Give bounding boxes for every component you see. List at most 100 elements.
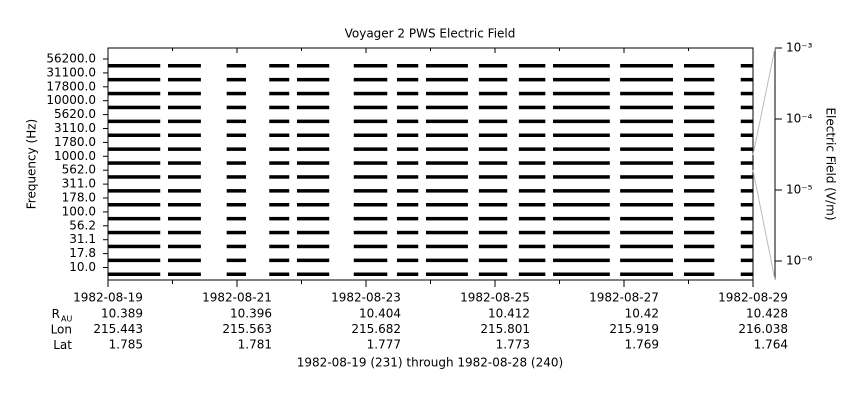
data-strip — [296, 119, 330, 124]
scale-connector — [752, 169, 776, 281]
data-strip — [425, 147, 468, 151]
data-strip — [620, 216, 674, 221]
y-tick-label: 562.0 — [62, 163, 96, 177]
data-strip — [226, 133, 247, 137]
data-strip — [518, 77, 546, 82]
data-strip — [108, 91, 161, 96]
data-strip — [167, 203, 201, 207]
data-strip — [683, 147, 715, 151]
y-tick-label: 10.0 — [69, 260, 96, 274]
data-strip — [167, 77, 201, 82]
data-strip — [620, 77, 674, 82]
data-strip — [683, 189, 715, 193]
data-strip — [740, 189, 753, 193]
data-strip — [553, 175, 610, 179]
data-strip — [553, 119, 610, 124]
data-strip — [296, 147, 330, 151]
data-strip — [269, 64, 290, 68]
data-strip — [425, 77, 468, 82]
data-strip — [740, 133, 753, 137]
x-axis-label: 1982-08-19 (231) through 1982-08-28 (240… — [297, 356, 563, 370]
data-strip — [478, 189, 508, 193]
y2-tick-label: 10⁻⁵ — [786, 182, 813, 196]
data-strip — [478, 244, 508, 249]
data-strip — [396, 244, 419, 249]
data-strip — [167, 272, 201, 276]
data-strip — [396, 203, 419, 207]
data-strip — [226, 161, 247, 165]
data-strip — [167, 119, 201, 124]
ephemeris-value: 10.389 — [101, 307, 143, 321]
data-strip — [518, 133, 546, 137]
ephemeris-label-text: R — [52, 307, 60, 321]
ephemeris-value: 215.919 — [609, 322, 659, 336]
data-strip — [478, 203, 508, 207]
data-strip — [518, 203, 546, 207]
data-strip — [740, 230, 753, 235]
data-strip — [478, 133, 508, 137]
ephemeris-value: 1.764 — [754, 338, 788, 352]
data-strip — [296, 258, 330, 263]
data-strip — [167, 189, 201, 193]
data-strip — [396, 105, 419, 110]
ephemeris-label-sub: AU — [61, 315, 72, 324]
data-strip — [518, 189, 546, 193]
data-strip — [108, 133, 161, 137]
data-strip — [478, 161, 508, 165]
data-strip — [396, 258, 419, 263]
data-strip — [396, 216, 419, 221]
data-strip — [478, 91, 508, 96]
data-strip — [108, 203, 161, 207]
data-strip — [620, 175, 674, 179]
data-strip — [740, 147, 753, 151]
data-strip — [553, 77, 610, 82]
y2-tick-label: 10⁻³ — [786, 41, 813, 55]
data-strip — [740, 161, 753, 165]
data-strip — [553, 216, 610, 221]
data-strip — [518, 105, 546, 110]
ephemeris-value: 215.443 — [93, 322, 143, 336]
data-strip — [226, 64, 247, 68]
data-strip — [478, 175, 508, 179]
data-strip — [620, 189, 674, 193]
data-strip — [425, 119, 468, 124]
data-strip — [108, 244, 161, 249]
data-strip — [296, 175, 330, 179]
data-strip — [740, 77, 753, 82]
data-strip — [353, 230, 388, 235]
data-strip — [518, 244, 546, 249]
data-strip — [396, 64, 419, 68]
data-strip — [518, 230, 546, 235]
data-strip — [108, 258, 161, 263]
data-strip — [683, 91, 715, 96]
y2-tick-label: 10⁻⁶ — [786, 253, 813, 267]
data-strip — [553, 91, 610, 96]
y-tick-label: 100.0 — [62, 204, 96, 218]
data-strip — [425, 203, 468, 207]
data-strip — [478, 230, 508, 235]
data-strip — [269, 216, 290, 221]
data-strip — [553, 105, 610, 110]
data-strip — [620, 147, 674, 151]
x-tick-label: 1982-08-27 — [589, 291, 659, 305]
y-tick-label: 1780.0 — [54, 135, 96, 149]
data-strip — [396, 175, 419, 179]
data-strip — [296, 189, 330, 193]
data-strip — [518, 64, 546, 68]
data-strip — [683, 105, 715, 110]
data-strip — [518, 258, 546, 263]
data-strip — [518, 147, 546, 151]
data-strip — [269, 161, 290, 165]
data-strip — [553, 272, 610, 276]
data-strip — [269, 230, 290, 235]
data-strip — [425, 258, 468, 263]
data-strip — [683, 175, 715, 179]
data-strip — [269, 175, 290, 179]
data-strip — [167, 244, 201, 249]
data-strip — [553, 133, 610, 137]
data-strip — [620, 258, 674, 263]
data-strip — [620, 105, 674, 110]
ephemeris-value: 10.404 — [359, 307, 401, 321]
data-strip — [620, 119, 674, 124]
